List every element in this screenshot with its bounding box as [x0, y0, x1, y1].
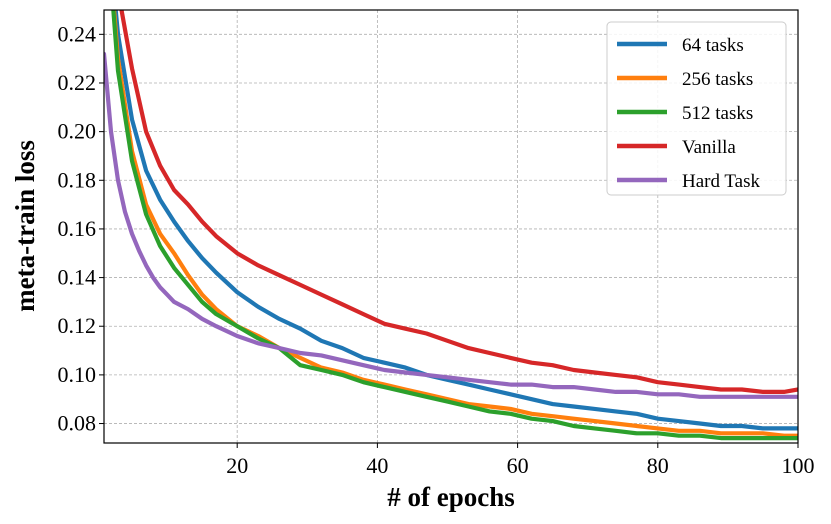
y-tick-label: 0.18: [58, 167, 97, 192]
legend-label-512-tasks: 512 tasks: [682, 103, 753, 124]
x-tick-label: 100: [782, 453, 815, 478]
y-tick-label: 0.12: [58, 313, 97, 338]
y-tick-label: 0.22: [58, 70, 97, 95]
legend-label-64-tasks: 64 tasks: [682, 35, 744, 56]
series-line-512-tasks: [111, 10, 798, 441]
series-line-vanilla: [119, 10, 798, 394]
x-tick-label: 60: [507, 453, 529, 478]
x-tick-label: 80: [647, 453, 669, 478]
legend-label-hard-task: Hard Task: [682, 171, 760, 192]
series-line-256-tasks: [111, 10, 798, 438]
series-line-hard-task: [104, 51, 798, 399]
y-tick-label: 0.20: [58, 119, 97, 144]
y-axis-label: meta-train loss: [10, 140, 40, 312]
x-tick-label: 40: [366, 453, 388, 478]
legend: 64 tasks 256 tasks 512 tasks Vanilla Hard Ta…: [606, 21, 787, 196]
y-tick-label: 0.08: [58, 411, 97, 436]
y-tick-label: 0.14: [58, 265, 97, 290]
x-tick-label: 20: [226, 453, 248, 478]
legend-box: [606, 21, 787, 196]
ticks: 20 40 60 80 100 0.08 0.10 0.12 0.14 0.16 0.18 0.20 0…: [58, 21, 815, 478]
plot-frame: [103, 9, 799, 444]
x-axis-label: # of epochs: [387, 482, 515, 512]
y-tick-label: 0.24: [58, 21, 97, 46]
legend-label-vanilla: Vanilla: [682, 137, 736, 158]
y-tick-label: 0.10: [58, 362, 97, 387]
y-tick-label: 0.16: [58, 216, 97, 241]
series-group: [104, 10, 798, 441]
legend-label-256-tasks: 256 tasks: [682, 69, 753, 90]
